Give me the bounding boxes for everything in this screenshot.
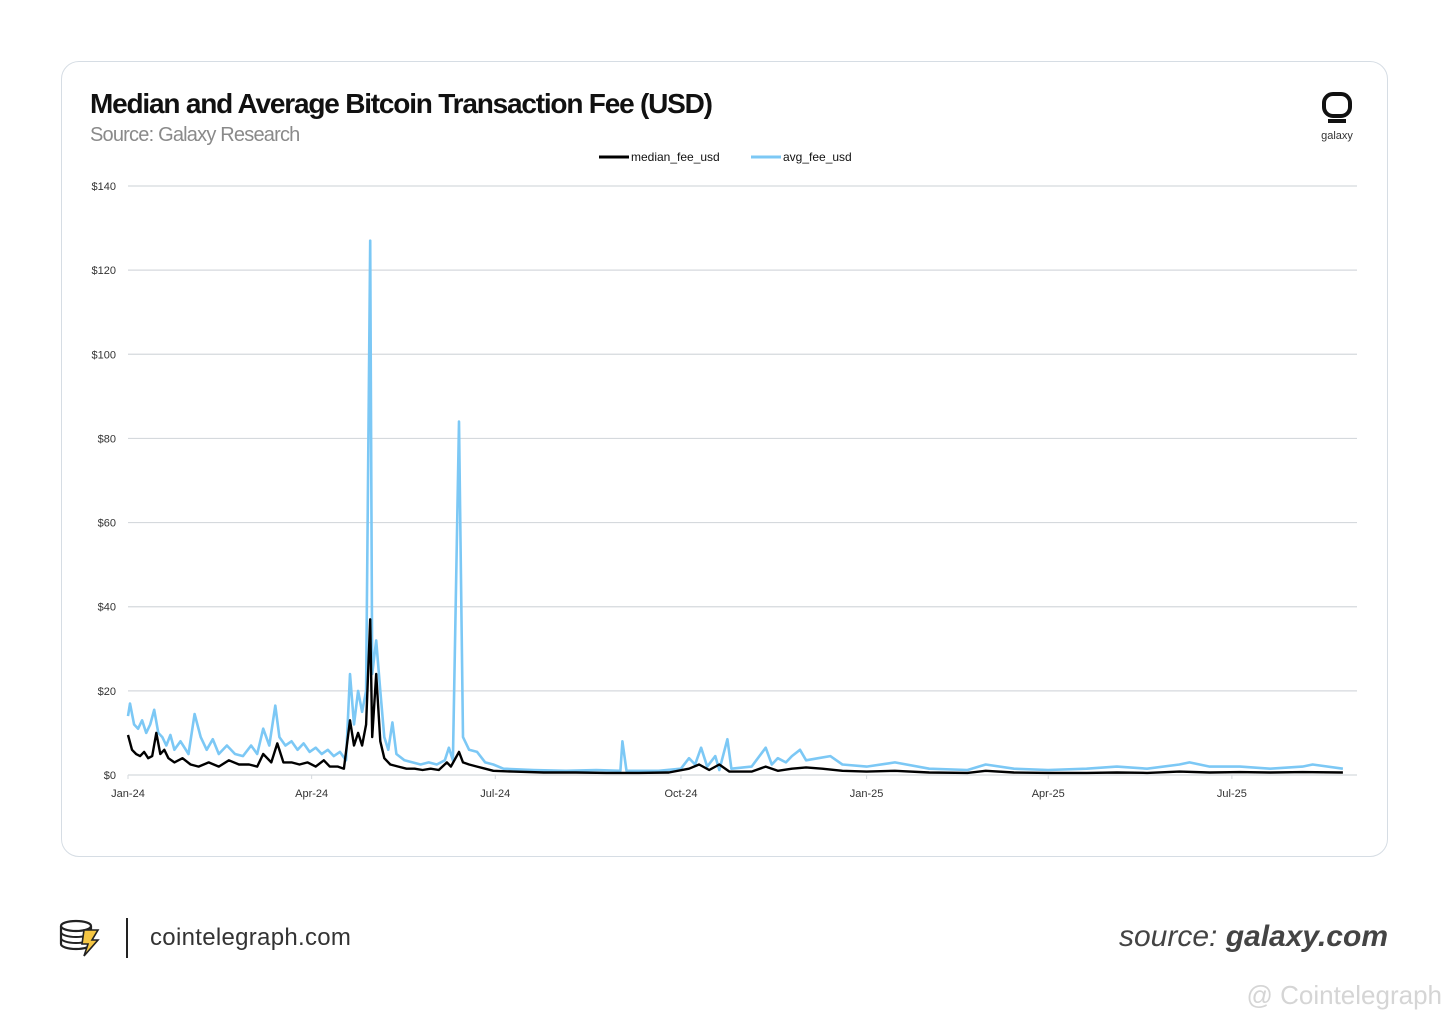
y-axis: $0 $20 $40 $60 $80 $100 $120 $140 (92, 181, 116, 782)
x-tick-label: Jul-25 (1217, 788, 1247, 800)
x-tick-label: Apr-25 (1032, 788, 1065, 800)
y-tick-label: $100 (92, 349, 116, 361)
galaxy-logo-icon (1322, 92, 1352, 123)
series-line-avg-fee-usd (126, 239, 1344, 773)
footer-source: source: galaxy.com (1119, 920, 1388, 954)
watermark-text: @ Cointelegraph (1246, 980, 1442, 1010)
x-tick-label: Jul-24 (480, 788, 510, 800)
legend: median_fee_usd avg_fee_usd (599, 150, 852, 164)
y-tick-label: $120 (92, 265, 116, 277)
galaxy-logo-word: galaxy (1321, 130, 1353, 142)
y-tick-label: $20 (98, 686, 116, 698)
chart-card: Median and Average Bitcoin Transaction F… (61, 61, 1388, 857)
y-tick-label: $80 (98, 433, 116, 445)
footer-site-text: cointelegraph.com (150, 924, 352, 951)
x-tick-label: Jan-25 (850, 788, 884, 800)
chart-title: Median and Average Bitcoin Transaction F… (90, 88, 713, 119)
grid-lines (128, 185, 1357, 776)
galaxy-logo: galaxy (1317, 92, 1357, 142)
footer-source-prefix: source: (1118, 920, 1226, 953)
y-tick-label: $40 (98, 602, 116, 614)
x-tick-label: Jan-24 (111, 788, 145, 800)
y-tick-label: $60 (98, 518, 116, 530)
cointelegraph-logo-icon (59, 919, 100, 957)
x-tick-label: Oct-24 (664, 788, 697, 800)
legend-label-avg-fee-usd: avg_fee_usd (783, 150, 852, 164)
y-tick-label: $0 (104, 770, 116, 782)
series-lines (126, 239, 1344, 775)
x-tick-label: Apr-24 (295, 788, 328, 800)
series-line-median-fee-usd (126, 618, 1343, 775)
footer-source-domain: galaxy.com (1225, 920, 1388, 953)
y-tick-label: $140 (92, 181, 116, 193)
legend-label-median-fee-usd: median_fee_usd (631, 150, 720, 164)
chart-subtitle: Source: Galaxy Research (90, 124, 300, 146)
footer-divider (126, 918, 128, 958)
x-axis: Jan-24 Apr-24 Jul-24 Oct-24 Jan-25 Apr-25 Jul-… (111, 775, 1247, 800)
